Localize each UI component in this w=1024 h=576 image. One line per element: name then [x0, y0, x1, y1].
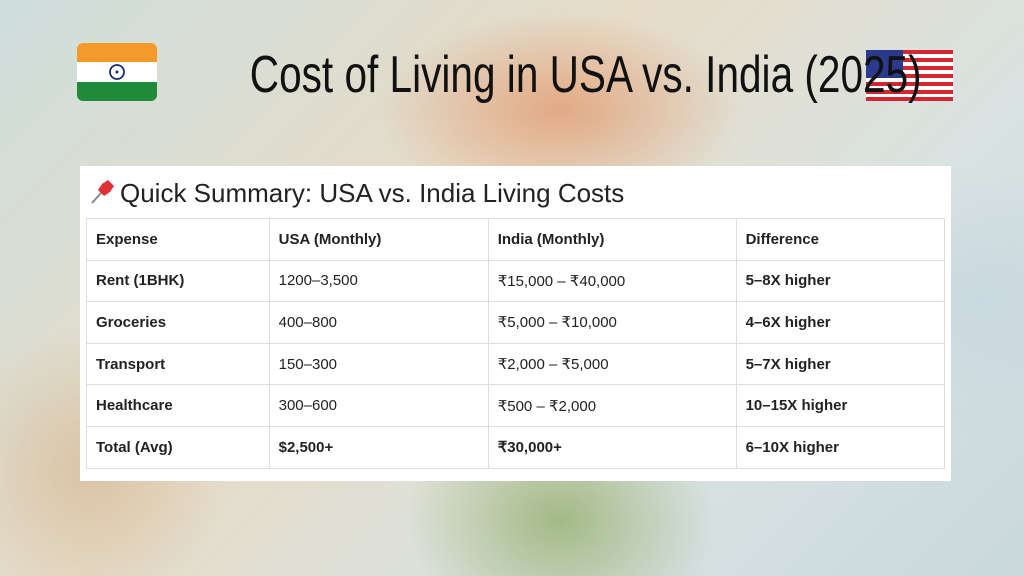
summary-card: Quick Summary: USA vs. India Living Cost… — [80, 166, 951, 481]
table-cell: 10–15X higher — [735, 384, 946, 427]
table-cell: ₹2,000 – ₹5,000 — [487, 342, 737, 386]
table-cell: Groceries — [86, 301, 270, 344]
table-cell: $2,500+ — [268, 425, 489, 469]
table-cell: ₹500 – ₹2,000 — [487, 384, 737, 427]
table-row: Groceries 400–800 ₹5,000 – ₹10,000 4–6X hig… — [86, 301, 946, 344]
table-cell: 150–300 — [268, 342, 489, 386]
table-cell: Total (Avg) — [86, 425, 270, 469]
table-cell: 4–6X higher — [735, 301, 946, 344]
table-row: Transport 150–300 ₹2,000 – ₹5,000 5–7X high… — [86, 342, 946, 386]
table-cell: ₹30,000+ — [487, 425, 737, 469]
table-cell: Transport — [86, 342, 270, 386]
summary-title: Quick Summary: USA vs. India Living Cost… — [120, 178, 625, 208]
table-cell: Rent (1BHK) — [86, 259, 270, 303]
table-cell: 5–8X higher — [735, 259, 946, 303]
table-cell: ₹5,000 – ₹10,000 — [487, 301, 737, 344]
table-cell: 5–7X higher — [735, 342, 946, 386]
table-cell: India (Monthly) — [487, 218, 737, 261]
india-flag — [77, 43, 157, 101]
table-cell: Healthcare — [86, 384, 270, 427]
table-cell: Difference — [735, 218, 946, 261]
table-row: Rent (1BHK) 1200–3,500 ₹15,000 – ₹40,000 5–… — [86, 259, 946, 303]
cost-table: Expense USA (Monthly) India (Monthly) Diffe… — [86, 218, 946, 469]
page-title: Cost of Living in USA vs. India (2025) — [249, 46, 922, 104]
table-row: Healthcare 300–600 ₹500 – ₹2,000 10–15X hig… — [86, 384, 946, 427]
table-cell: 6–10X higher — [735, 425, 946, 469]
table-cell: Expense — [86, 218, 270, 261]
table-row: Total (Avg) $2,500+ ₹30,000+ 6–10X higher — [86, 425, 946, 469]
table-row: Expense USA (Monthly) India (Monthly) Diffe… — [86, 218, 946, 261]
table-cell: 1200–3,500 — [268, 259, 489, 303]
usa-flag — [866, 50, 953, 101]
table-cell: ₹15,000 – ₹40,000 — [487, 259, 737, 303]
pin-icon — [91, 180, 114, 204]
table-cell: 400–800 — [268, 301, 489, 344]
table-cell: USA (Monthly) — [268, 218, 489, 261]
table-cell: 300–600 — [268, 384, 489, 427]
